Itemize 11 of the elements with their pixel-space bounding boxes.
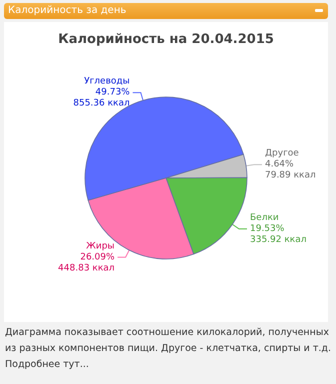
data-label: 26.09% 448.83 ккал [58,252,115,274]
data-label: 19.53% 335.92 ккал [250,224,306,245]
slice-label: Углеводы [84,76,130,87]
chart-subtitle: Калорийность на 20.04.2015 [58,32,274,47]
text: Диаграмма показывает соотношение килокалорий, полученных из разных компонентов пищи. Другое - клетчатка, спирты и т.д. Подробнее тут... [5,326,331,372]
slice-label: Жиры [86,241,115,252]
chart-title: Калорийность за день [4,3,328,19]
data-label: 4.64% 79.89 ккал [264,160,316,181]
data-label: 49.73% 855.36 ккал [73,88,130,109]
slice-label: Белки [250,212,279,223]
slice-label: Другое [264,148,300,159]
